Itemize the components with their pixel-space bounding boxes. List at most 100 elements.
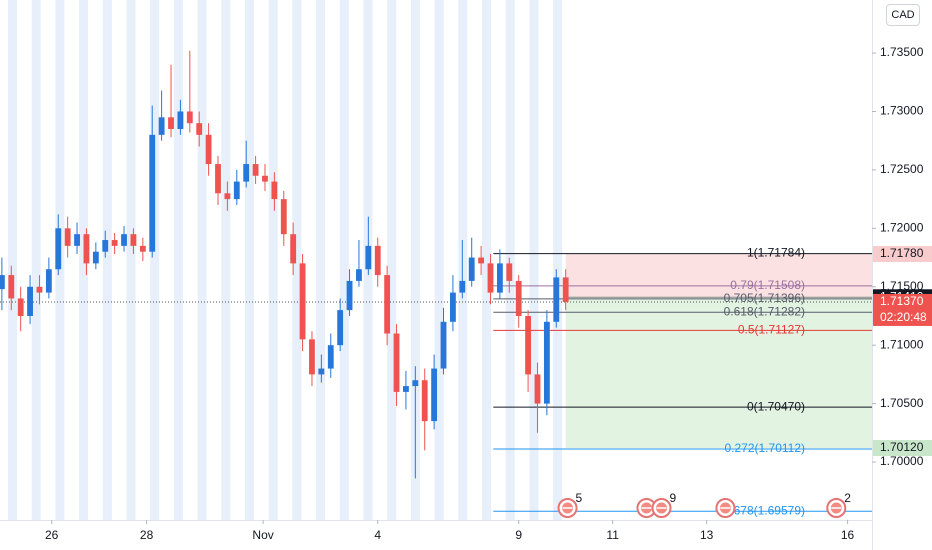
y-tick-label: 1.72500 bbox=[880, 162, 924, 176]
candle-body bbox=[337, 310, 344, 346]
candle-body bbox=[102, 240, 109, 252]
candle-body bbox=[233, 181, 240, 200]
price-label-box bbox=[873, 293, 932, 326]
fib-label: -0.272(1.70112) bbox=[720, 441, 805, 455]
y-tick-label: 1.70500 bbox=[880, 396, 924, 410]
candle-body bbox=[158, 117, 165, 135]
candle-body bbox=[403, 386, 409, 392]
candle-body bbox=[55, 228, 62, 270]
candle-body bbox=[224, 193, 231, 200]
fib-label: 0.705(1.71396) bbox=[724, 291, 805, 305]
session-stripe bbox=[434, 0, 444, 520]
candle-body bbox=[64, 228, 71, 246]
candle-body bbox=[177, 111, 184, 130]
session-stripe bbox=[482, 0, 491, 520]
session-stripe bbox=[529, 0, 539, 520]
candle-body bbox=[0, 275, 5, 290]
stop-zone bbox=[565, 254, 872, 298]
candle-body bbox=[318, 368, 325, 375]
countdown: 02:20:48 bbox=[880, 310, 927, 324]
x-tick-label: 13 bbox=[700, 528, 714, 542]
x-tick-label: Nov bbox=[252, 528, 273, 542]
price-label: 1.71780 bbox=[880, 246, 924, 260]
candle-body bbox=[74, 234, 80, 246]
session-stripe bbox=[316, 0, 326, 520]
session-stripe bbox=[8, 0, 17, 520]
session-stripe bbox=[339, 0, 349, 520]
candle-body bbox=[111, 240, 118, 246]
session-stripe bbox=[197, 0, 207, 520]
price-label: 1.70120 bbox=[880, 440, 924, 454]
candle-body bbox=[346, 280, 353, 311]
candle-body bbox=[186, 111, 193, 124]
x-tick-label: 28 bbox=[140, 528, 154, 542]
candle-body bbox=[8, 275, 15, 299]
candle-body bbox=[487, 263, 494, 293]
candle-body bbox=[534, 374, 541, 404]
session-stripe bbox=[505, 0, 515, 520]
currency-button[interactable]: CAD bbox=[886, 4, 920, 26]
candle-body bbox=[374, 245, 381, 276]
candle-body bbox=[506, 263, 513, 281]
candle-body bbox=[356, 269, 362, 281]
y-tick-label: 1.73000 bbox=[880, 104, 924, 118]
fib-label: 0.5(1.71127) bbox=[738, 323, 805, 337]
candle-body bbox=[515, 280, 522, 316]
session-stripe bbox=[245, 0, 254, 520]
event-count: 2 bbox=[844, 491, 851, 505]
candle-body bbox=[327, 345, 334, 369]
candle-body bbox=[121, 234, 127, 246]
x-tick-label: 4 bbox=[374, 528, 381, 542]
candle-body bbox=[130, 234, 137, 246]
fib-label: -0.678(1.69579) bbox=[720, 503, 805, 517]
session-stripe bbox=[387, 0, 397, 520]
session-stripe bbox=[173, 0, 183, 520]
candle-body bbox=[36, 286, 43, 293]
candle-body bbox=[262, 175, 268, 182]
candle-body bbox=[196, 123, 203, 135]
candle-body bbox=[393, 333, 400, 392]
session-stripe bbox=[31, 0, 41, 520]
candle-body bbox=[45, 269, 52, 293]
candle-body bbox=[478, 257, 485, 264]
candle-body bbox=[149, 134, 156, 252]
candle-body bbox=[421, 380, 428, 422]
candle-body bbox=[139, 245, 146, 252]
candle-body bbox=[384, 275, 391, 334]
y-tick-label: 1.73500 bbox=[880, 45, 924, 59]
candle-body bbox=[290, 234, 297, 264]
session-stripe bbox=[126, 0, 136, 520]
candle-body bbox=[252, 164, 259, 176]
price-label-box bbox=[873, 246, 932, 263]
candle-body bbox=[83, 234, 90, 264]
candle-body bbox=[431, 368, 438, 422]
fib-label: 0(1.70470) bbox=[747, 399, 805, 413]
candle-body bbox=[450, 292, 456, 322]
candle-body bbox=[543, 321, 550, 404]
candle-body bbox=[280, 199, 287, 235]
candle-body bbox=[215, 164, 221, 194]
candle-body bbox=[468, 257, 475, 281]
candle-body bbox=[496, 263, 503, 293]
session-stripe bbox=[268, 0, 278, 520]
fib-label: 1(1.71784) bbox=[747, 246, 805, 260]
fib-label: 0.618(1.71282) bbox=[724, 304, 805, 318]
event-count: 5 bbox=[576, 491, 583, 505]
y-tick-label: 1.71000 bbox=[880, 337, 924, 351]
y-tick-label: 1.70000 bbox=[880, 454, 924, 468]
session-stripe bbox=[221, 0, 231, 520]
fib-label: 0.79(1.71508) bbox=[730, 278, 805, 292]
session-stripe bbox=[150, 0, 160, 520]
price-label: 1.71370 bbox=[880, 294, 924, 308]
candle-body bbox=[299, 263, 306, 340]
candle-body bbox=[562, 277, 569, 302]
candle-body bbox=[168, 117, 174, 130]
x-tick-label: 9 bbox=[515, 528, 522, 542]
candle-body bbox=[243, 164, 250, 182]
event-count: 9 bbox=[670, 491, 677, 505]
price-label-box bbox=[873, 440, 932, 457]
candle-body bbox=[459, 280, 466, 293]
session-stripe bbox=[292, 0, 302, 520]
candle-body bbox=[440, 321, 447, 369]
